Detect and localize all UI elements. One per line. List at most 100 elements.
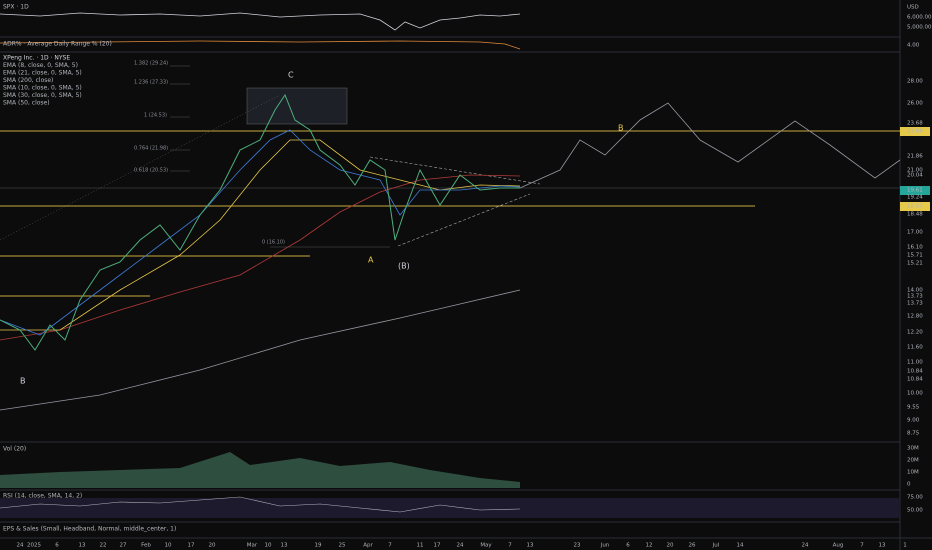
wave-label: C [288,71,294,80]
y-axis-label: 21.86 [907,154,923,160]
y-axis-label: 19.61 [907,188,923,194]
x-axis-label: 24 [457,543,464,549]
y-axis-label: 0 [907,482,911,488]
y-axis-label: 75.00 [907,495,923,501]
x-axis-label: Aug [833,543,844,549]
x-axis-label: 2025 [27,543,41,549]
x-axis-label: 1 [903,543,907,549]
y-axis-label: 13.73 [907,301,923,307]
x-axis-label: 10 [165,543,172,549]
x-axis-label: 17 [434,543,441,549]
y-axis-label: 20M [907,458,919,464]
rsi-line [0,496,521,513]
pane-legend: Vol (20) [3,446,26,453]
y-axis-label: 26.00 [907,101,923,107]
x-axis-label: 6 [55,543,59,549]
y-axis-label: USD [907,5,919,11]
x-axis-label: 13 [281,543,288,549]
x-axis-label: 13 [879,543,886,549]
x-axis-label: 27 [120,543,127,549]
y-axis-label: 20.04 [907,173,923,179]
x-axis-label: 13 [79,543,86,549]
wave-label: B [20,377,26,386]
spx-line [0,12,521,31]
y-axis-label: 9.55 [907,405,920,411]
y-axis-label: 21.00 [907,168,923,174]
x-axis-label: Jun [600,543,610,549]
fib-label: 0.764 (21.98) [134,146,168,152]
pane-legend: SMA (10, close, 0, SMA, 5) [3,85,82,92]
pane-legend: SMA (50, close) [3,100,50,107]
pane-legend: SPX · 1D [3,4,29,11]
x-axis-label: 12 [646,543,653,549]
y-axis-label: 18.48 [907,212,923,218]
y-axis-label: 10.00 [907,391,923,397]
price-tag [900,186,930,195]
y-axis-label: 10.84 [907,369,923,375]
x-axis-label: 14 [737,543,744,549]
wave-label: B [618,124,624,133]
y-axis-label: 14.00 [907,288,923,294]
y-axis-label: 30M [907,446,919,452]
x-axis-label: 20 [209,543,216,549]
pane-legend: XPeng Inc. · 1D · NYSE [3,55,70,62]
price-sketch [0,93,520,351]
y-axis-label: 11.00 [907,360,923,366]
x-axis-label: 24 [802,543,809,549]
x-axis-label: May [480,543,492,549]
x-axis-label: 22 [100,543,107,549]
x-axis-label: Apr [363,543,373,549]
x-axis-label: 24 [17,543,24,549]
pane-legend: EPS & Sales (Small, Headband, Normal, mi… [3,526,176,533]
wave-label: A [368,256,374,265]
y-axis-label: 17.00 [907,230,923,236]
ema8 [0,129,521,336]
pane-legend: RSI (14, close, SMA, 14, 2) [3,493,82,500]
pane-legend: EMA (8, close, 0, SMA, 5) [3,62,78,69]
y-axis-label: 50.00 [907,508,923,514]
wave-label: (B) [398,262,410,271]
volume-sketch [0,452,520,488]
fib-label: 0 (16.10) [262,240,285,246]
y-axis-label: 12.20 [907,330,923,336]
rsi-band [0,498,900,518]
y-axis-label: 15.21 [907,261,923,267]
y-axis-label: 23.68 [907,129,923,135]
x-axis-label: 23 [574,543,581,549]
x-axis-label: 11 [417,543,424,549]
y-axis-label: 28.00 [907,79,923,85]
y-axis-label: 16.10 [907,245,923,251]
y-axis-label: 9.00 [907,418,920,424]
y-axis-label: 18.53 [907,204,923,210]
x-axis-label: 20 [667,543,674,549]
level-tag [900,202,930,211]
x-axis-label: Mar [247,543,258,549]
x-axis-label: 7 [388,543,392,549]
x-axis-label: 7 [860,543,864,549]
fib-label: 1.236 (27.33) [134,80,168,86]
x-axis-label: 7 [508,543,512,549]
y-axis-label: 13.73 [907,294,923,300]
y-axis-label: 6,000.00 [907,15,932,21]
y-axis-label: 8.75 [907,431,920,437]
y-axis-label: 23.68 [907,121,923,127]
x-axis-label: Feb [141,543,151,549]
x-axis-label: 19 [315,543,322,549]
pane-legend: ADR% · Average Daily Range % (20) [3,41,112,48]
pane-legend: EMA (21, close, 0, SMA, 5) [3,70,82,77]
y-axis-label: 10M [907,470,919,476]
fib-box [246,87,348,125]
sma50 [0,174,521,341]
pane-legend: SMA (30, close, 0, SMA, 5) [3,92,82,99]
y-axis-label: 5,000.00 [907,25,932,31]
y-axis-label: 4.00 [907,43,920,49]
x-axis-label: 6 [626,543,630,549]
y-axis-label: 19.24 [907,195,923,201]
fib-label: 0.618 (20.53) [134,168,168,174]
y-axis-label: 12.80 [907,314,923,320]
projection [519,102,901,189]
x-axis-label: Jul [712,543,720,549]
